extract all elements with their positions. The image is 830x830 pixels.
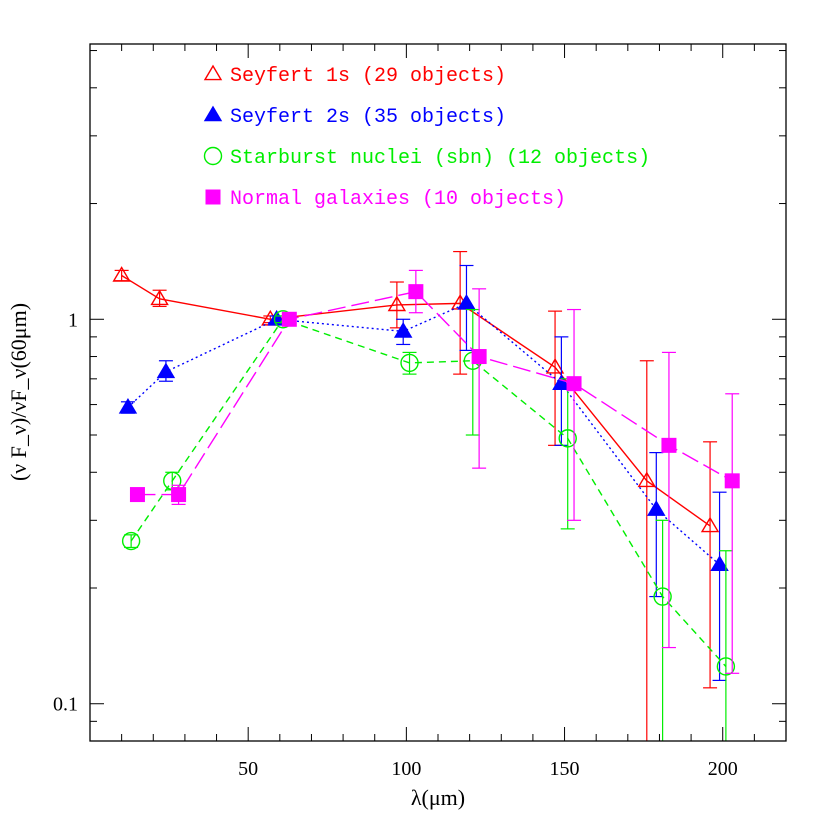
data-point — [121, 531, 141, 551]
data-point — [716, 657, 736, 676]
data-point — [545, 357, 565, 374]
legend: Seyfert 1s (29 objects) Seyfert 2s (35 ob… — [203, 64, 650, 211]
series-4 — [129, 269, 740, 674]
data-point — [558, 429, 577, 448]
data-point — [171, 487, 187, 503]
data-point — [471, 349, 487, 365]
legend-marker — [205, 189, 221, 205]
data-point — [724, 473, 740, 489]
data-point — [637, 471, 657, 488]
x-tick-label: 200 — [708, 758, 738, 780]
data-point — [710, 555, 729, 571]
error-bar — [124, 534, 139, 549]
data-point — [700, 516, 720, 533]
x-tick-label: 50 — [238, 758, 258, 780]
series-line — [127, 302, 721, 566]
error-bar — [649, 452, 664, 598]
data-point — [281, 311, 297, 327]
legend-label: Seyfert 2s (35 objects) — [230, 106, 506, 129]
error-bar — [465, 308, 480, 436]
legend-marker — [203, 146, 223, 166]
data-point — [156, 362, 176, 379]
x-tick-label: 150 — [550, 758, 580, 780]
legend-marker — [203, 64, 223, 81]
plot-frame — [89, 43, 787, 742]
series-2 — [118, 264, 729, 682]
series-line — [130, 318, 727, 667]
data-point — [393, 322, 413, 338]
series-layer — [112, 250, 740, 741]
error-bar — [712, 491, 727, 682]
x-axis-label: λ(μm) — [411, 785, 465, 810]
series-3 — [121, 308, 736, 741]
data-point — [387, 295, 407, 312]
error-bar — [661, 351, 676, 649]
error-bar — [655, 519, 670, 741]
error-bar — [402, 351, 417, 375]
data-point — [118, 397, 138, 414]
data-point — [129, 487, 145, 503]
axis-ticks — [90, 44, 786, 742]
series-line — [137, 290, 733, 496]
legend-label: Starburst nuclei (sbn) (12 objects) — [230, 147, 650, 170]
series-1 — [112, 250, 720, 741]
data-point — [566, 376, 582, 392]
error-bar — [567, 308, 582, 521]
data-point — [661, 437, 677, 453]
y-tick-label: 0.1 — [53, 694, 78, 716]
data-point — [647, 500, 666, 516]
error-bar — [560, 378, 575, 530]
y-axis-label: (ν F_ν)/νF_ν(60μm) — [6, 303, 31, 481]
error-bar — [639, 360, 654, 741]
tick-labels: 50 100 150 200 0.1 1 — [53, 309, 738, 780]
error-bar — [703, 441, 718, 689]
x-tick-label: 100 — [391, 758, 421, 780]
data-point — [408, 284, 424, 300]
y-tick-label: 1 — [68, 309, 78, 331]
error-bar — [718, 550, 733, 741]
data-point — [552, 374, 571, 390]
error-bar — [453, 250, 468, 375]
data-point — [653, 587, 672, 606]
legend-label: Normal galaxies (10 objects) — [230, 188, 566, 211]
data-point — [112, 266, 131, 282]
error-bar — [725, 393, 740, 674]
legend-label: Seyfert 1s (29 objects) — [230, 65, 506, 88]
data-point — [150, 289, 169, 306]
error-bar — [472, 288, 487, 469]
legend-marker — [203, 105, 223, 122]
data-point — [400, 353, 419, 373]
error-bar — [554, 336, 569, 446]
